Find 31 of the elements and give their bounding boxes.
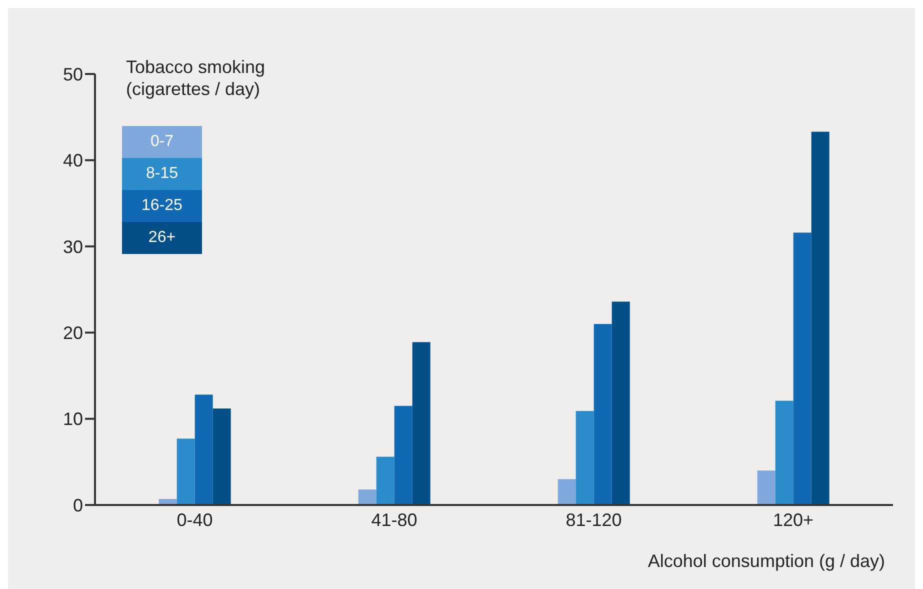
- legend-title: Tobacco smoking (cigarettes / day): [126, 56, 266, 100]
- y-tick-label: 30: [62, 236, 83, 257]
- bar: [394, 406, 412, 505]
- text: 0-7: [122, 126, 202, 158]
- bar: [576, 411, 594, 505]
- bar: [757, 470, 776, 505]
- x-tick-label: 0-40: [176, 510, 213, 530]
- x-tick-label: 120+: [772, 510, 814, 530]
- text: 26+: [122, 222, 202, 254]
- bar: [194, 394, 213, 505]
- bar: [612, 302, 630, 505]
- bar: [358, 489, 376, 505]
- text: 16-25: [122, 190, 202, 222]
- x-tick-label: 41-80: [371, 510, 418, 530]
- bar: [793, 232, 812, 505]
- y-tick-label: 20: [62, 322, 83, 343]
- bar: [594, 324, 612, 505]
- bar: [775, 400, 794, 505]
- bar: [376, 456, 394, 505]
- y-tick-label: 10: [62, 409, 83, 430]
- bar: [558, 479, 576, 505]
- x-axis-title: Alcohol consumption (g / day): [648, 551, 885, 571]
- y-tick-label: 50: [62, 64, 83, 84]
- bar: [412, 342, 430, 505]
- bar: [176, 438, 195, 505]
- y-tick-label: 0: [72, 495, 83, 516]
- bar: [212, 408, 231, 505]
- x-tick-label: 81-120: [566, 510, 622, 530]
- text: 8-15: [122, 158, 202, 190]
- y-tick-label: 40: [62, 150, 83, 171]
- bar: [811, 132, 830, 505]
